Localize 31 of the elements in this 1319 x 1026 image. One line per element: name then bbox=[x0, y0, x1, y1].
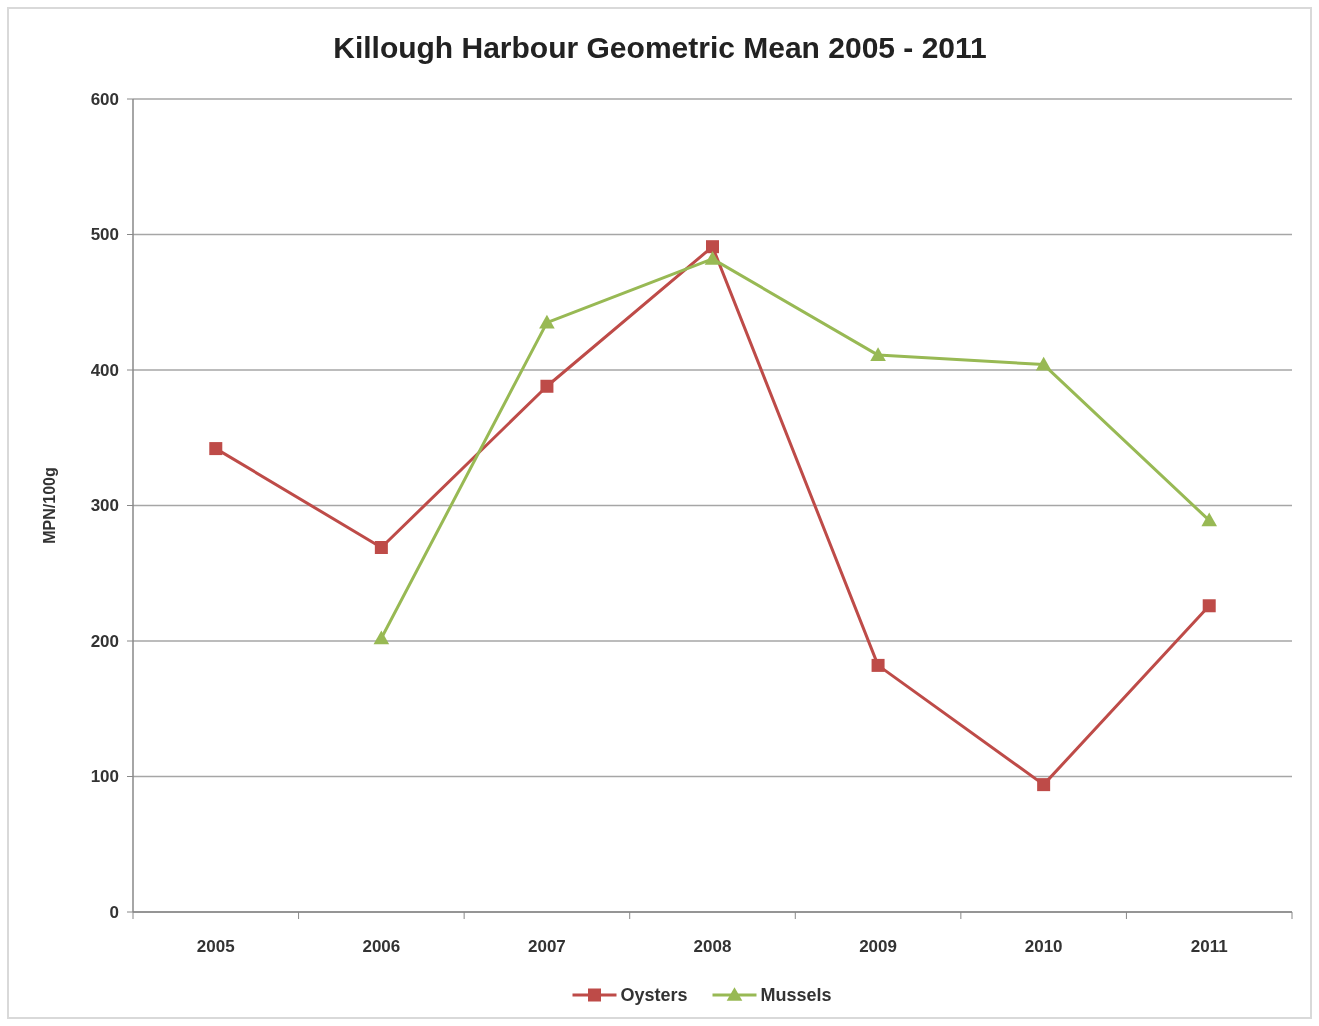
point bbox=[1202, 599, 1216, 613]
point bbox=[1201, 512, 1218, 527]
x-tick-label: 2007 bbox=[528, 937, 566, 956]
y-tick-label: 400 bbox=[90, 360, 119, 380]
y-tick-label: 300 bbox=[90, 496, 119, 516]
legend-label: Oysters bbox=[620, 985, 688, 1006]
point bbox=[373, 630, 390, 645]
point bbox=[1037, 778, 1051, 792]
x-tick-label: 2009 bbox=[859, 937, 897, 956]
y-tick-label: 600 bbox=[90, 89, 119, 109]
point bbox=[704, 251, 721, 265]
y-tick-label: 0 bbox=[109, 902, 119, 922]
x-tick-label: 2006 bbox=[362, 937, 401, 956]
point bbox=[871, 658, 885, 672]
x-tick-label: 2011 bbox=[1190, 937, 1228, 956]
chart-title: Killough Harbour Geometric Mean 2005 - 2011 bbox=[333, 31, 987, 64]
point bbox=[1035, 356, 1052, 371]
x-tick-label: 2005 bbox=[196, 937, 235, 956]
point bbox=[539, 314, 555, 329]
point bbox=[209, 442, 223, 456]
x-tick-label: 2008 bbox=[693, 937, 732, 956]
y-tick-label: 200 bbox=[90, 631, 119, 651]
legend-label: Mussels bbox=[760, 985, 832, 1006]
point bbox=[540, 379, 554, 393]
y-tick-label: 100 bbox=[90, 767, 119, 787]
point bbox=[706, 240, 719, 254]
x-tick-label: 2010 bbox=[1024, 937, 1063, 956]
point bbox=[374, 541, 388, 555]
y-axis-title: MPN/100g bbox=[41, 467, 58, 544]
y-tick-label: 500 bbox=[90, 225, 119, 245]
point bbox=[870, 347, 886, 361]
